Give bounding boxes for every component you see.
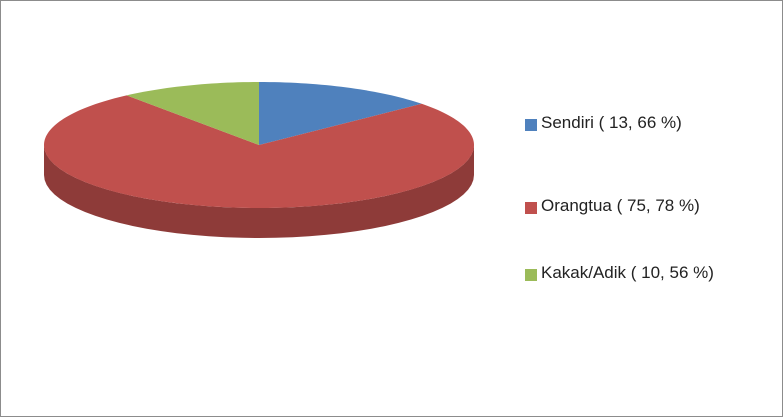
legend-item: Kakak/Adik ( 10, 56 %) <box>525 263 765 288</box>
slice <box>259 82 422 145</box>
slice <box>44 95 474 208</box>
legend-item: Orangtua ( 75, 78 %) <box>525 196 765 221</box>
legend-label: Kakak/Adik ( 10, 56 %) <box>541 263 714 282</box>
slice-side <box>44 145 474 238</box>
legend-item: Sendiri ( 13, 66 %) <box>525 113 765 138</box>
legend-swatch <box>525 202 537 214</box>
legend-label: Orangtua ( 75, 78 %) <box>541 196 700 215</box>
legend-swatch <box>525 269 537 281</box>
legend-swatch <box>525 119 537 131</box>
legend-label: Sendiri ( 13, 66 %) <box>541 113 682 132</box>
slice <box>126 82 259 145</box>
